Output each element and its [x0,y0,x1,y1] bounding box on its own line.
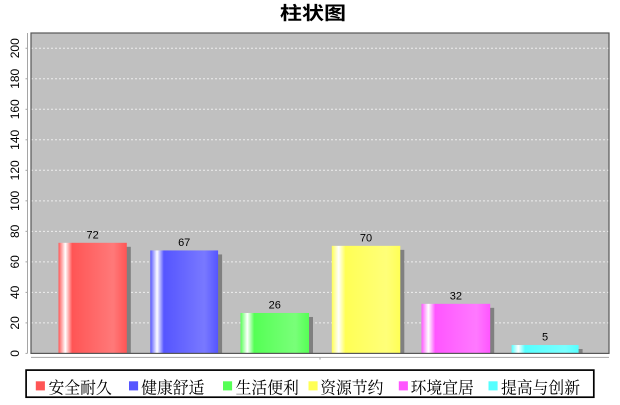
svg-text:200: 200 [8,38,22,58]
svg-text:160: 160 [8,99,22,119]
svg-text:20: 20 [8,316,22,330]
svg-text:180: 180 [8,68,22,88]
svg-text:60: 60 [8,255,22,269]
svg-text:26: 26 [269,299,281,311]
svg-text:5: 5 [542,332,548,344]
svg-text:0: 0 [8,350,22,357]
svg-text:140: 140 [8,129,22,149]
svg-text:40: 40 [8,285,22,299]
svg-text:72: 72 [87,229,99,241]
svg-text:32: 32 [450,290,462,302]
svg-text:120: 120 [8,160,22,180]
svg-text:67: 67 [178,237,190,249]
svg-text:70: 70 [360,232,372,244]
svg-text:100: 100 [8,190,22,210]
svg-text:80: 80 [8,224,22,238]
